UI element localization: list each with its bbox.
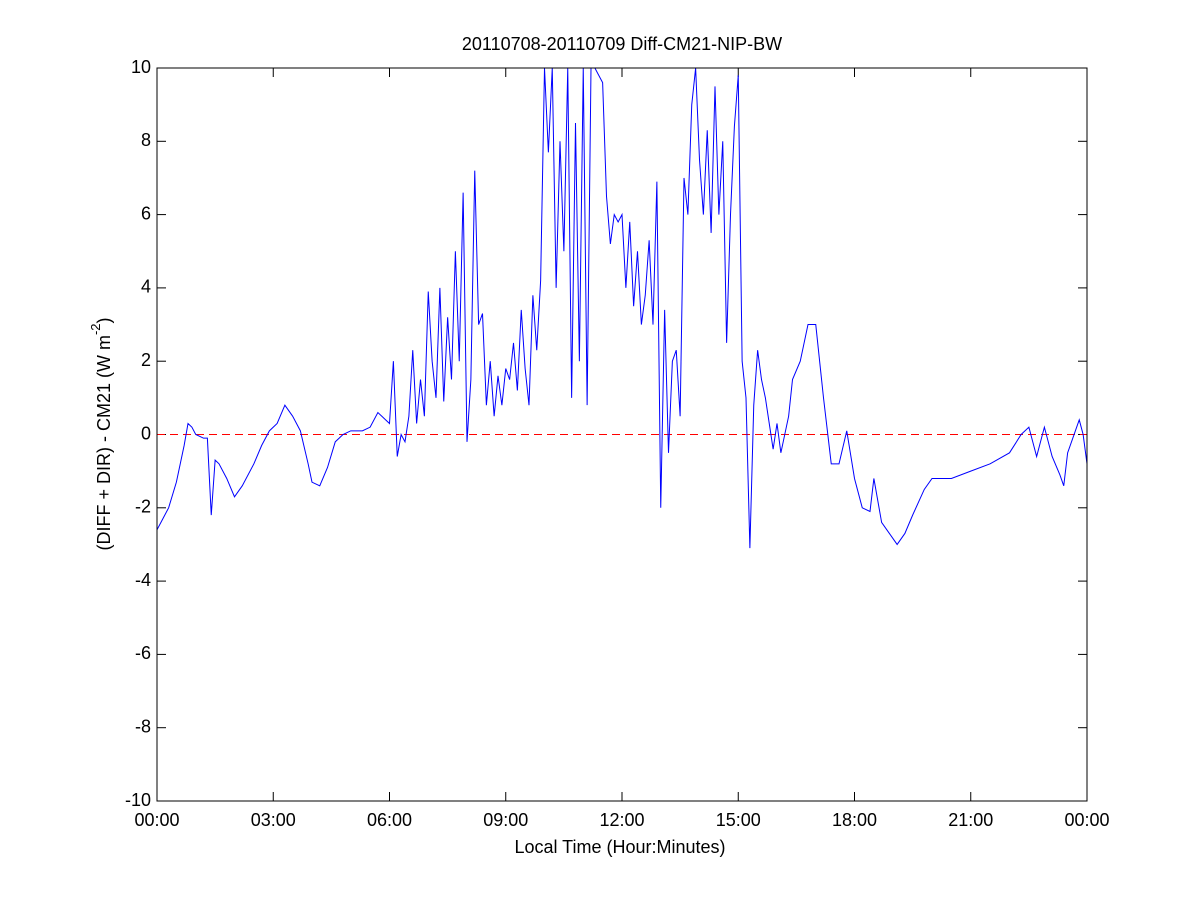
y-tick-label: 2 bbox=[141, 350, 151, 370]
y-tick-label: -4 bbox=[135, 570, 151, 590]
chart-title: 20110708-20110709 Diff-CM21-NIP-BW bbox=[462, 34, 782, 54]
y-tick-label: 0 bbox=[141, 423, 151, 443]
y-tick-label: 10 bbox=[131, 57, 151, 77]
x-tick-label: 03:00 bbox=[251, 810, 296, 830]
x-tick-label: 21:00 bbox=[948, 810, 993, 830]
y-tick-label: -2 bbox=[135, 497, 151, 517]
y-tick-label: -10 bbox=[125, 790, 151, 810]
x-tick-label: 00:00 bbox=[1064, 810, 1109, 830]
y-label-close: ) bbox=[94, 317, 114, 323]
x-tick-label: 12:00 bbox=[599, 810, 644, 830]
y-tick-label: 6 bbox=[141, 203, 151, 223]
x-tick-label: 06:00 bbox=[367, 810, 412, 830]
x-tick-label: 00:00 bbox=[134, 810, 179, 830]
y-tick-label: -6 bbox=[135, 643, 151, 663]
x-tick-label: 18:00 bbox=[832, 810, 877, 830]
y-axis-label: (DIFF + DIR) - CM21 (W m-2) bbox=[88, 317, 113, 550]
x-axis-label: Local Time (Hour:Minutes) bbox=[514, 837, 725, 857]
y-tick-label: -8 bbox=[135, 716, 151, 736]
y-label-text: (DIFF + DIR) - CM21 (W m bbox=[94, 335, 114, 550]
y-tick-label: 4 bbox=[141, 277, 151, 297]
y-tick-label: 8 bbox=[141, 130, 151, 150]
x-tick-label: 09:00 bbox=[483, 810, 528, 830]
plot-frame bbox=[156, 67, 1088, 802]
data-line bbox=[157, 68, 1087, 549]
y-label-sup: -2 bbox=[88, 323, 103, 335]
x-tick-label: 15:00 bbox=[716, 810, 761, 830]
